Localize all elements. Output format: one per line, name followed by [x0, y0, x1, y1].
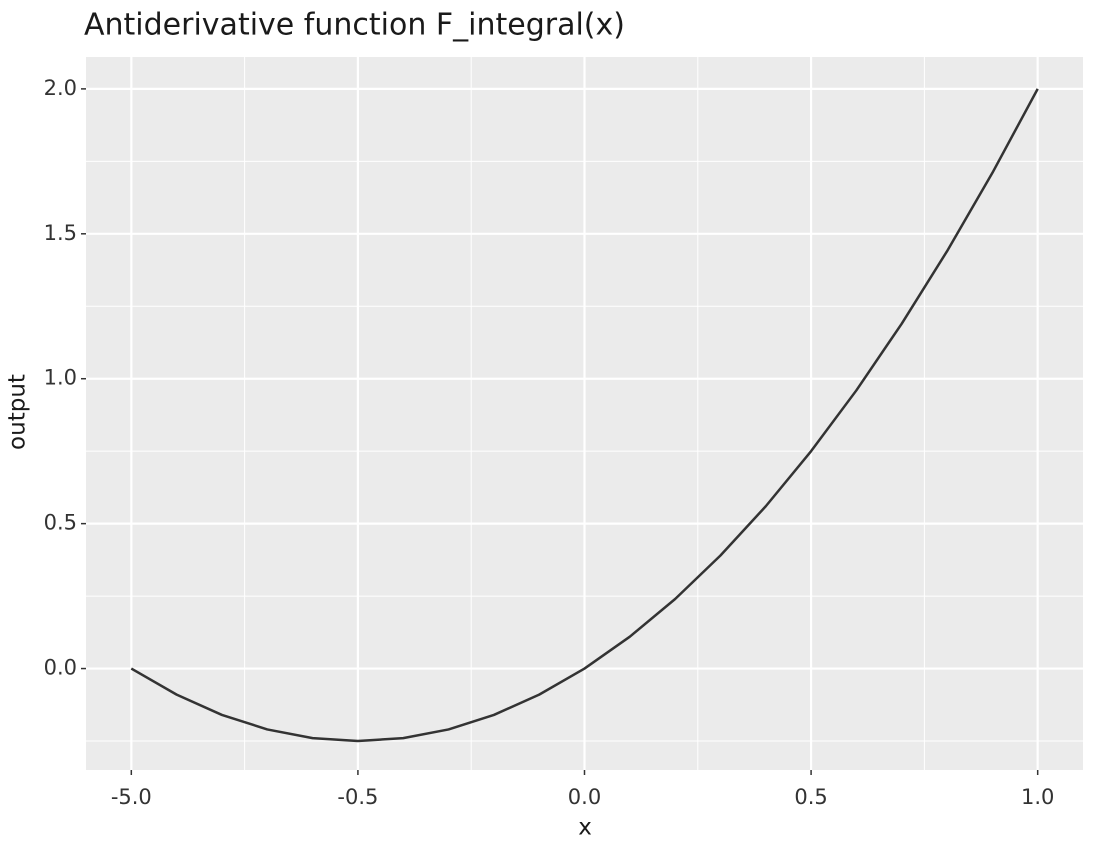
x-tick-label: -5.0: [111, 785, 152, 809]
y-tick-label: 1.5: [44, 221, 77, 245]
y-tick-label: 2.0: [44, 76, 77, 100]
x-tick-label: 1.0: [1021, 785, 1054, 809]
y-tick-label: 0.0: [44, 656, 77, 680]
line: [130, 88, 1039, 743]
x-tick-label: 0.5: [794, 785, 827, 809]
chart-title: Antiderivative function F_integral(x): [84, 8, 625, 43]
x-tick-label: -0.5: [337, 785, 378, 809]
x-tick-label: 0.0: [568, 785, 601, 809]
x-axis-title: x: [578, 815, 592, 841]
y-tick-label: 0.5: [44, 511, 77, 535]
y-axis-title: output: [5, 374, 31, 450]
y-tick-label: 1.0: [44, 366, 77, 390]
